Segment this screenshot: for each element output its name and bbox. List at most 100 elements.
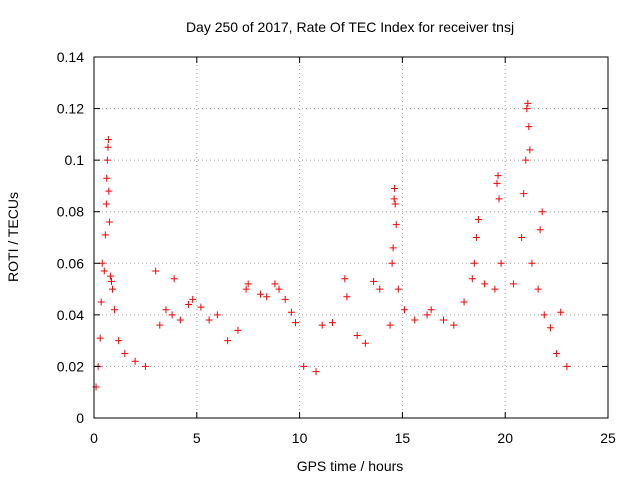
data-point xyxy=(104,143,112,151)
data-point xyxy=(400,306,408,314)
data-point xyxy=(257,290,265,298)
data-point xyxy=(131,357,139,365)
gridlines xyxy=(94,57,608,418)
data-point xyxy=(411,316,419,324)
data-point xyxy=(509,280,517,288)
data-point xyxy=(361,339,369,347)
data-point xyxy=(287,308,295,316)
data-point xyxy=(176,316,184,324)
y-tick-label: 0.14 xyxy=(57,49,84,65)
data-point xyxy=(423,311,431,319)
x-tick-label: 20 xyxy=(497,430,513,446)
data-points xyxy=(92,99,571,391)
data-point xyxy=(185,301,193,309)
data-point xyxy=(162,306,170,314)
data-point xyxy=(522,156,530,164)
data-point xyxy=(300,362,308,370)
data-point xyxy=(523,105,531,113)
data-point xyxy=(343,293,351,301)
data-point xyxy=(450,321,458,329)
data-point xyxy=(526,146,534,154)
data-point xyxy=(242,285,250,293)
x-tick-label: 25 xyxy=(600,430,616,446)
data-point xyxy=(563,362,571,370)
data-point xyxy=(107,277,115,285)
data-point xyxy=(388,259,396,267)
data-point xyxy=(524,99,532,107)
data-point xyxy=(291,319,299,327)
data-point xyxy=(427,306,435,314)
data-point xyxy=(468,275,476,283)
data-point xyxy=(156,321,164,329)
data-point xyxy=(271,280,279,288)
data-point xyxy=(106,272,114,280)
data-point xyxy=(440,316,448,324)
data-point xyxy=(389,244,397,252)
data-point xyxy=(121,350,129,358)
data-point xyxy=(491,285,499,293)
data-point xyxy=(213,311,221,319)
data-point xyxy=(197,303,205,311)
y-tick-label: 0.06 xyxy=(57,255,84,271)
data-point xyxy=(525,123,533,131)
data-point xyxy=(376,285,384,293)
data-point xyxy=(497,259,505,267)
data-point xyxy=(390,195,398,203)
data-point xyxy=(168,311,176,319)
x-tick-label: 10 xyxy=(292,430,308,446)
data-point xyxy=(263,293,271,301)
data-point xyxy=(102,200,110,208)
data-point xyxy=(104,136,112,144)
data-point xyxy=(494,172,502,180)
data-point xyxy=(115,337,123,345)
y-tick-label: 0.02 xyxy=(57,358,84,374)
data-point xyxy=(105,218,113,226)
data-point xyxy=(244,280,252,288)
data-point xyxy=(528,259,536,267)
data-point xyxy=(97,298,105,306)
data-point xyxy=(141,362,149,370)
x-axis-ticks: 0 5 10 15 20 25 xyxy=(90,57,616,446)
data-point xyxy=(495,195,503,203)
data-point xyxy=(534,285,542,293)
data-point xyxy=(205,316,213,324)
y-axis-ticks: 0 0.02 0.04 0.06 0.08 0.1 0.12 0.14 xyxy=(57,49,608,426)
data-point xyxy=(105,187,113,195)
data-point xyxy=(111,306,119,314)
data-point xyxy=(518,234,526,241)
data-point xyxy=(557,308,565,316)
data-point xyxy=(224,337,232,345)
data-point xyxy=(312,368,320,376)
data-point xyxy=(281,295,289,303)
data-point xyxy=(328,319,336,327)
data-point xyxy=(96,334,104,342)
data-point xyxy=(470,259,478,267)
data-point xyxy=(370,277,378,285)
y-tick-label: 0.1 xyxy=(65,152,85,168)
data-point xyxy=(318,321,326,329)
data-point xyxy=(553,350,561,358)
y-tick-label: 0.08 xyxy=(57,204,84,220)
chart-title: Day 250 of 2017, Rate Of TEC Index for r… xyxy=(186,19,514,35)
y-tick-label: 0.12 xyxy=(57,101,84,117)
y-tick-label: 0 xyxy=(76,410,84,426)
data-point xyxy=(275,285,283,293)
data-point xyxy=(341,275,349,283)
data-point xyxy=(103,156,111,164)
data-point xyxy=(101,231,109,239)
data-point xyxy=(152,267,160,275)
data-point xyxy=(234,326,242,334)
data-point xyxy=(100,267,108,275)
x-tick-label: 15 xyxy=(395,430,411,446)
data-point xyxy=(538,208,546,216)
data-point xyxy=(536,226,544,234)
data-point xyxy=(460,298,468,306)
data-point xyxy=(394,285,402,293)
x-tick-label: 5 xyxy=(193,430,201,446)
data-point xyxy=(392,221,400,229)
x-axis-label: GPS time / hours xyxy=(297,458,404,474)
data-point xyxy=(472,234,480,241)
data-point xyxy=(540,311,548,319)
plot-frame xyxy=(93,56,609,419)
